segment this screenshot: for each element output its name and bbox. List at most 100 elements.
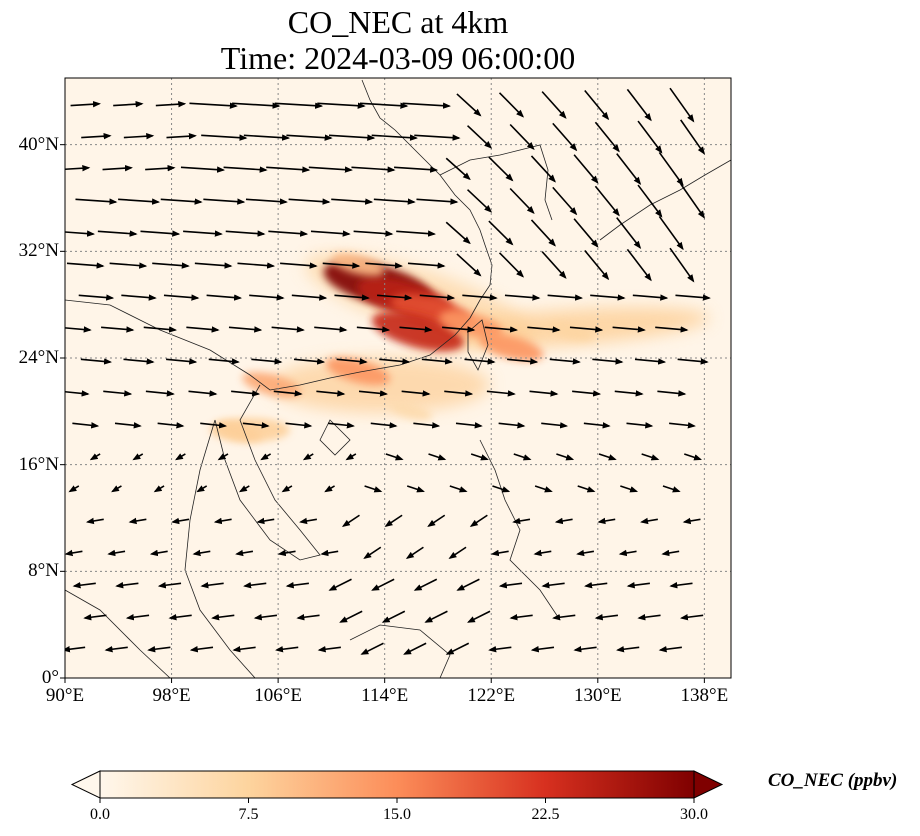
wind-arrow	[328, 422, 355, 429]
lon-tick-label: 130°E	[573, 685, 622, 706]
wind-arrow	[614, 390, 644, 397]
wind-arrow	[498, 422, 526, 429]
wind-arrow	[200, 582, 224, 589]
wind-arrow	[97, 230, 138, 237]
wind-arrow	[498, 92, 525, 118]
wind-arrow	[238, 485, 250, 493]
wind-arrow	[541, 582, 565, 589]
wind-arrow	[456, 93, 482, 117]
wind-arrow	[467, 125, 493, 149]
wind-arrow	[243, 582, 267, 589]
wind-arrow	[109, 262, 148, 269]
wind-arrow	[637, 184, 663, 218]
wind-arrow	[669, 582, 693, 589]
wind-arrow	[403, 642, 427, 655]
wind-arrow	[424, 610, 448, 623]
wind-arrow	[634, 358, 667, 365]
wind-arrow	[399, 326, 433, 333]
wind-arrow	[449, 485, 468, 493]
colorbar-tick-marks	[99, 798, 695, 803]
wind-arrow	[598, 453, 617, 461]
wind-arrow	[101, 326, 135, 333]
wind-arrow	[576, 549, 595, 557]
wind-arrow	[188, 390, 218, 397]
wind-arrow	[111, 485, 122, 493]
wind-arrow	[498, 582, 523, 589]
wind-arrow	[351, 166, 396, 173]
wind-arrow	[128, 517, 147, 525]
japan-coastline	[599, 159, 731, 241]
wind-arrow	[65, 164, 91, 172]
wind-arrow	[228, 326, 263, 333]
wind-arrow	[556, 453, 575, 461]
wind-arrow	[396, 230, 436, 237]
lat-tick-label: 32°N	[18, 240, 59, 262]
wind-arrow	[358, 390, 388, 397]
wind-arrow	[280, 262, 318, 269]
wind-arrow	[612, 326, 646, 333]
wind-arrow	[102, 164, 133, 172]
wind-arrow	[626, 582, 650, 589]
wind-arrow	[336, 358, 368, 365]
wind-arrow	[421, 358, 453, 365]
wind-arrow	[143, 326, 178, 333]
wind-arrow	[552, 122, 578, 152]
lon-tick-label: 114°E	[361, 685, 409, 706]
wind-arrow	[541, 251, 567, 279]
wind-arrow	[145, 390, 175, 397]
wind-arrow	[509, 187, 535, 214]
wind-arrow	[152, 262, 190, 269]
wind-arrow	[65, 326, 92, 333]
wind-arrow	[445, 642, 470, 655]
philippines-outline	[479, 439, 561, 621]
wind-arrow	[166, 132, 197, 140]
wind-arrow	[467, 189, 493, 213]
wind-arrow	[379, 358, 411, 365]
wind-arrow	[530, 646, 555, 653]
wind-arrow	[118, 198, 161, 205]
wind-arrow	[364, 485, 383, 493]
wind-arrow	[115, 582, 139, 589]
wind-arrow	[317, 102, 366, 109]
wind-arrow	[145, 164, 176, 172]
wind-arrow	[594, 185, 620, 217]
wind-arrow	[345, 453, 357, 461]
lat-tick-label: 0°	[41, 667, 59, 688]
wind-arrow	[592, 358, 624, 365]
colorbar-tick-label: 0.0	[90, 806, 110, 823]
wind-arrow	[75, 198, 118, 205]
wind-arrow	[413, 422, 441, 429]
wind-arrow	[353, 230, 394, 237]
wind-arrow	[584, 249, 610, 281]
wind-arrow	[513, 453, 532, 461]
lat-tick-label: 24°N	[18, 347, 59, 368]
wind-arrow	[171, 517, 190, 525]
wind-arrow	[573, 218, 599, 248]
wind-arrow	[407, 262, 446, 269]
wind-arrow	[637, 120, 663, 154]
hainan-outline	[319, 419, 351, 456]
wind-arrow	[194, 262, 233, 269]
wind-arrow	[552, 614, 576, 621]
wind-arrow	[317, 646, 341, 653]
wind-arrow	[328, 578, 352, 591]
wind-arrow	[594, 121, 620, 153]
wind-arrow	[529, 390, 559, 397]
wind-arrow	[260, 453, 272, 461]
wind-arrow	[274, 102, 324, 109]
lat-tick-label: 8°N	[28, 560, 59, 582]
wind-arrow	[324, 485, 335, 493]
colorbar-tick-label: 22.5	[531, 806, 560, 823]
wind-arrow	[103, 390, 133, 397]
wind-arrow	[469, 514, 488, 527]
wind-arrow	[223, 166, 268, 173]
wind-arrow	[201, 134, 248, 141]
wind-arrow	[65, 646, 86, 653]
wind-arrow	[203, 198, 246, 205]
colorbar-tick-label: 15.0	[383, 806, 411, 823]
wind-arrow	[329, 134, 376, 141]
wind-arrow	[107, 549, 126, 557]
plot-title: CO_NEC at 4km	[287, 4, 509, 40]
lon-tick-label: 138°E	[680, 685, 729, 706]
wind-arrow	[512, 517, 531, 525]
